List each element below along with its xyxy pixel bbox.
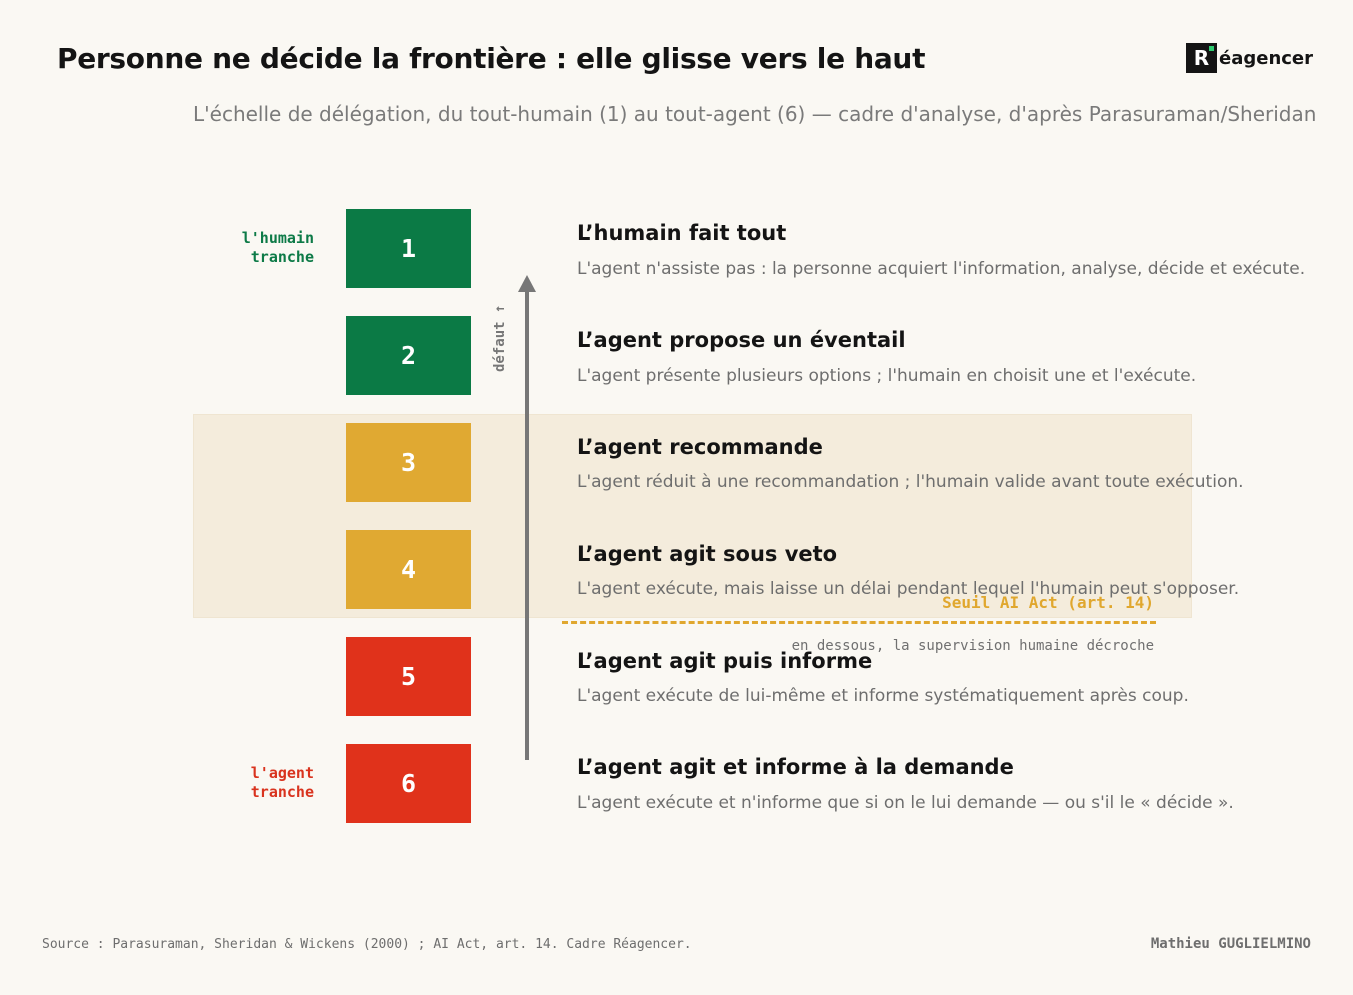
level-4-title: L’agent agit sous veto: [577, 542, 838, 566]
side-label-human-line2: tranche: [250, 248, 314, 266]
footer-author: Mathieu GUGLIELMINO: [1150, 936, 1311, 952]
side-label-human: l'humain tranche: [184, 229, 314, 267]
footer-source: Source : Parasuraman, Sheridan & Wickens…: [42, 937, 692, 952]
side-label-agent-line1: l'agent: [250, 764, 314, 782]
level-2-desc: L'agent présente plusieurs options ; l'h…: [577, 366, 1197, 386]
level-6-desc: L'agent exécute et n'informe que si on l…: [577, 793, 1234, 813]
level-1-desc: L'agent n'assiste pas : la personne acqu…: [577, 259, 1306, 279]
level-3-desc: L'agent réduit à une recommandation ; l'…: [577, 472, 1244, 492]
logo-dot: [1209, 46, 1214, 51]
level-2-title: L’agent propose un éventail: [577, 328, 906, 352]
level-3-box: 3: [346, 423, 471, 502]
page-title: Personne ne décide la frontière : elle g…: [57, 42, 926, 75]
threshold-line: [562, 621, 1156, 624]
level-4-desc: L'agent exécute, mais laisse un délai pe…: [577, 579, 1240, 599]
logo-word: éagencer: [1219, 47, 1314, 69]
level-5-box: 5: [346, 637, 471, 716]
logo: R éagencer: [1186, 43, 1313, 73]
level-4-box: 4: [346, 530, 471, 609]
level-6-title: L’agent agit et informe à la demande: [577, 755, 1014, 779]
side-label-agent-line2: tranche: [250, 783, 314, 801]
level-2-box: 2: [346, 316, 471, 395]
side-label-human-line1: l'humain: [241, 229, 314, 247]
level-1-box: 1: [346, 209, 471, 288]
logo-mark-letter: R: [1193, 46, 1210, 70]
level-3-title: L’agent recommande: [577, 435, 823, 459]
threshold-note: en dessous, la supervision humaine décro…: [791, 638, 1154, 654]
subtitle: L'échelle de délégation, du tout-humain …: [193, 102, 1317, 126]
upward-arrow-icon: [518, 275, 536, 760]
threshold-label: Seuil AI Act (art. 14): [942, 593, 1154, 612]
side-label-agent: l'agent tranche: [184, 764, 314, 802]
level-6-box: 6: [346, 744, 471, 823]
level-5-title: L’agent agit puis informe: [577, 649, 873, 673]
logo-mark: R: [1186, 43, 1217, 73]
default-label: défaut ↑: [492, 304, 508, 372]
level-5-desc: L'agent exécute de lui-même et informe s…: [577, 686, 1189, 706]
level-1-title: L’humain fait tout: [577, 221, 787, 245]
